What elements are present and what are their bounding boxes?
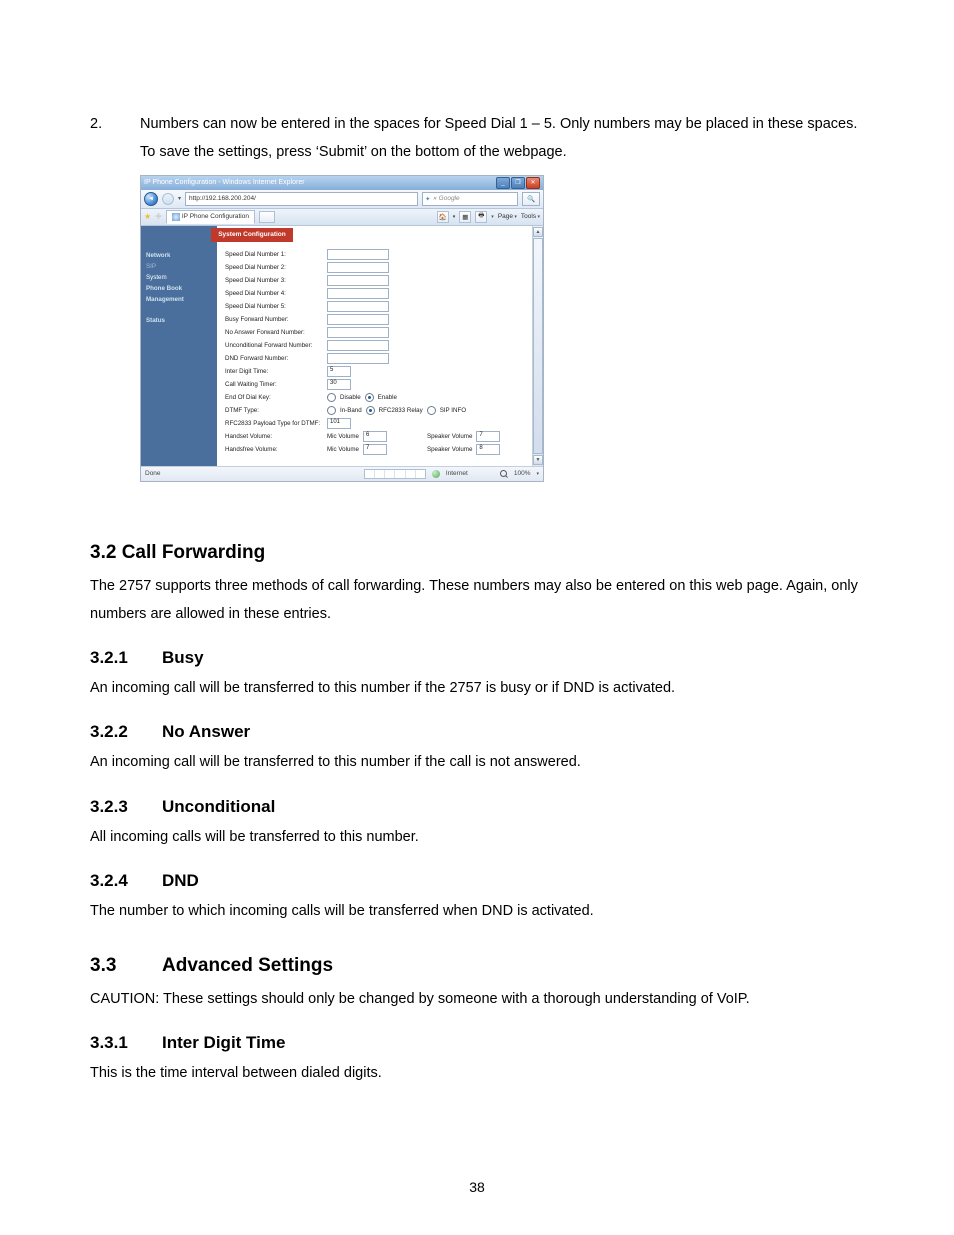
home-button[interactable]: 🏠 bbox=[437, 211, 449, 223]
input-busy[interactable] bbox=[327, 314, 389, 325]
scroll-thumb[interactable] bbox=[533, 238, 543, 454]
browser-tab[interactable]: IP Phone Configuration bbox=[166, 210, 255, 224]
label-hfv: Handsfree Volume: bbox=[225, 446, 327, 453]
label-sd3: Speed Dial Number 3: bbox=[225, 277, 327, 284]
status-zone: Internet bbox=[446, 470, 468, 477]
input-rfc[interactable]: 101 bbox=[327, 418, 351, 429]
progress-indicator bbox=[364, 469, 426, 479]
label-rfc: RFC2833 Payload Type for DTMF: bbox=[225, 420, 327, 427]
forward-button[interactable] bbox=[162, 193, 174, 205]
input-sd3[interactable] bbox=[327, 275, 389, 286]
page-favicon-icon bbox=[172, 213, 180, 221]
numbered-list-item: 2. Numbers can now be entered in the spa… bbox=[90, 110, 864, 167]
tools-menu[interactable]: Tools bbox=[521, 213, 540, 220]
input-hv-mic[interactable]: 6 bbox=[363, 431, 387, 442]
input-sd2[interactable] bbox=[327, 262, 389, 273]
heading-3-2-3: 3.2.3Unconditional bbox=[90, 797, 864, 817]
label-sd2: Speed Dial Number 2: bbox=[225, 264, 327, 271]
label-busy: Busy Forward Number: bbox=[225, 316, 327, 323]
label-hv: Handset Volume: bbox=[225, 433, 327, 440]
input-dnd[interactable] bbox=[327, 353, 389, 364]
para-3-2: The 2757 supports three methods of call … bbox=[90, 572, 864, 629]
heading-3-3: 3.3Advanced Settings bbox=[90, 955, 864, 977]
input-idt[interactable]: 5 bbox=[327, 366, 351, 377]
ie-screenshot: IP Phone Configuration - Windows Interne… bbox=[140, 175, 544, 482]
label-sd5: Speed Dial Number 5: bbox=[225, 303, 327, 310]
content-header: System Configuration bbox=[211, 228, 293, 242]
zone-icon bbox=[432, 470, 440, 478]
heading-3-3-1: 3.3.1Inter Digit Time bbox=[90, 1033, 864, 1053]
search-go-button[interactable]: 🔍 bbox=[522, 192, 540, 206]
heading-3-2-4: 3.2.4DND bbox=[90, 871, 864, 891]
list-text: Numbers can now be entered in the spaces… bbox=[140, 110, 864, 167]
window-titlebar: IP Phone Configuration - Windows Interne… bbox=[141, 176, 543, 190]
label-sd4: Speed Dial Number 4: bbox=[225, 290, 327, 297]
heading-3-2: 3.2 Call Forwarding bbox=[90, 542, 864, 564]
back-button[interactable]: ◄ bbox=[144, 192, 158, 206]
new-tab-button[interactable] bbox=[259, 211, 275, 223]
label-noans: No Answer Forward Number: bbox=[225, 329, 327, 336]
input-cwt[interactable]: 30 bbox=[327, 379, 351, 390]
input-sd1[interactable] bbox=[327, 249, 389, 260]
radio-eod-enable[interactable] bbox=[365, 393, 374, 402]
label-eod: End Of Dial Key: bbox=[225, 394, 327, 401]
sidebar: System Configuration Network SIP System … bbox=[141, 226, 217, 466]
para-3-3: CAUTION: These settings should only be c… bbox=[90, 985, 864, 1013]
label-idt: Inter Digit Time: bbox=[225, 368, 327, 375]
para-3-2-3: All incoming calls will be transferred t… bbox=[90, 823, 864, 851]
sidebar-item-phonebook[interactable]: Phone Book bbox=[146, 285, 214, 292]
url-field[interactable]: http://192.168.200.204/ bbox=[185, 192, 418, 206]
form-panel: Speed Dial Number 1: Speed Dial Number 2… bbox=[217, 226, 532, 466]
search-field[interactable]: ✦ ✕ Google bbox=[422, 192, 518, 206]
scroll-up-button[interactable]: ▲ bbox=[533, 227, 543, 237]
para-3-2-4: The number to which incoming calls will … bbox=[90, 897, 864, 925]
input-hfv-mic[interactable]: 7 bbox=[363, 444, 387, 455]
minimize-button[interactable]: _ bbox=[496, 177, 510, 189]
page-number: 38 bbox=[0, 1179, 954, 1195]
scrollbar[interactable]: ▲ ▼ bbox=[532, 226, 543, 466]
add-favorite-icon[interactable]: ✚ bbox=[155, 212, 162, 221]
para-3-2-2: An incoming call will be transferred to … bbox=[90, 748, 864, 776]
radio-dtmf-sip[interactable] bbox=[427, 406, 436, 415]
label-sd1: Speed Dial Number 1: bbox=[225, 251, 327, 258]
input-uncond[interactable] bbox=[327, 340, 389, 351]
page-menu[interactable]: Page bbox=[498, 213, 517, 220]
label-uncond: Unconditional Forward Number: bbox=[225, 342, 327, 349]
feeds-button[interactable]: ▦ bbox=[459, 211, 471, 223]
input-sd4[interactable] bbox=[327, 288, 389, 299]
sidebar-item-status[interactable]: Status bbox=[146, 317, 214, 324]
label-dtmf: DTMF Type: bbox=[225, 407, 327, 414]
print-button[interactable]: 🖶 bbox=[475, 211, 487, 223]
input-noans[interactable] bbox=[327, 327, 389, 338]
heading-3-2-1: 3.2.1Busy bbox=[90, 648, 864, 668]
input-hv-spk[interactable]: 7 bbox=[476, 431, 500, 442]
close-button[interactable]: ✕ bbox=[526, 177, 540, 189]
para-3-2-1: An incoming call will be transferred to … bbox=[90, 674, 864, 702]
scroll-down-button[interactable]: ▼ bbox=[533, 455, 543, 465]
address-bar: ◄ ▾ http://192.168.200.204/ ✦ ✕ Google 🔍 bbox=[141, 190, 543, 209]
tab-bar: ★ ✚ IP Phone Configuration 🏠▾ ▦ 🖶 Page T… bbox=[141, 209, 543, 226]
sidebar-item-network[interactable]: Network bbox=[146, 252, 214, 259]
radio-eod-disable[interactable] bbox=[327, 393, 336, 402]
sidebar-item-system[interactable]: System bbox=[146, 274, 214, 281]
input-hfv-spk[interactable]: 8 bbox=[476, 444, 500, 455]
zoom-icon bbox=[500, 470, 508, 478]
radio-dtmf-rfc[interactable] bbox=[366, 406, 375, 415]
heading-3-2-2: 3.2.2No Answer bbox=[90, 722, 864, 742]
radio-dtmf-inband[interactable] bbox=[327, 406, 336, 415]
para-3-3-1: This is the time interval between dialed… bbox=[90, 1059, 864, 1087]
maximize-button[interactable]: ❐ bbox=[511, 177, 525, 189]
list-number: 2. bbox=[90, 110, 140, 138]
status-zoom: 100% bbox=[514, 470, 531, 477]
status-bar: Done Internet 100% ▾ bbox=[141, 466, 543, 481]
favorites-icon[interactable]: ★ bbox=[144, 212, 151, 221]
window-title: IP Phone Configuration - Windows Interne… bbox=[144, 179, 305, 186]
sidebar-item-sip[interactable]: SIP bbox=[146, 263, 214, 270]
label-cwt: Call Waiting Timer: bbox=[225, 381, 327, 388]
input-sd5[interactable] bbox=[327, 301, 389, 312]
label-dnd: DND Forward Number: bbox=[225, 355, 327, 362]
status-done: Done bbox=[145, 470, 161, 477]
sidebar-item-management[interactable]: Management bbox=[146, 296, 214, 303]
